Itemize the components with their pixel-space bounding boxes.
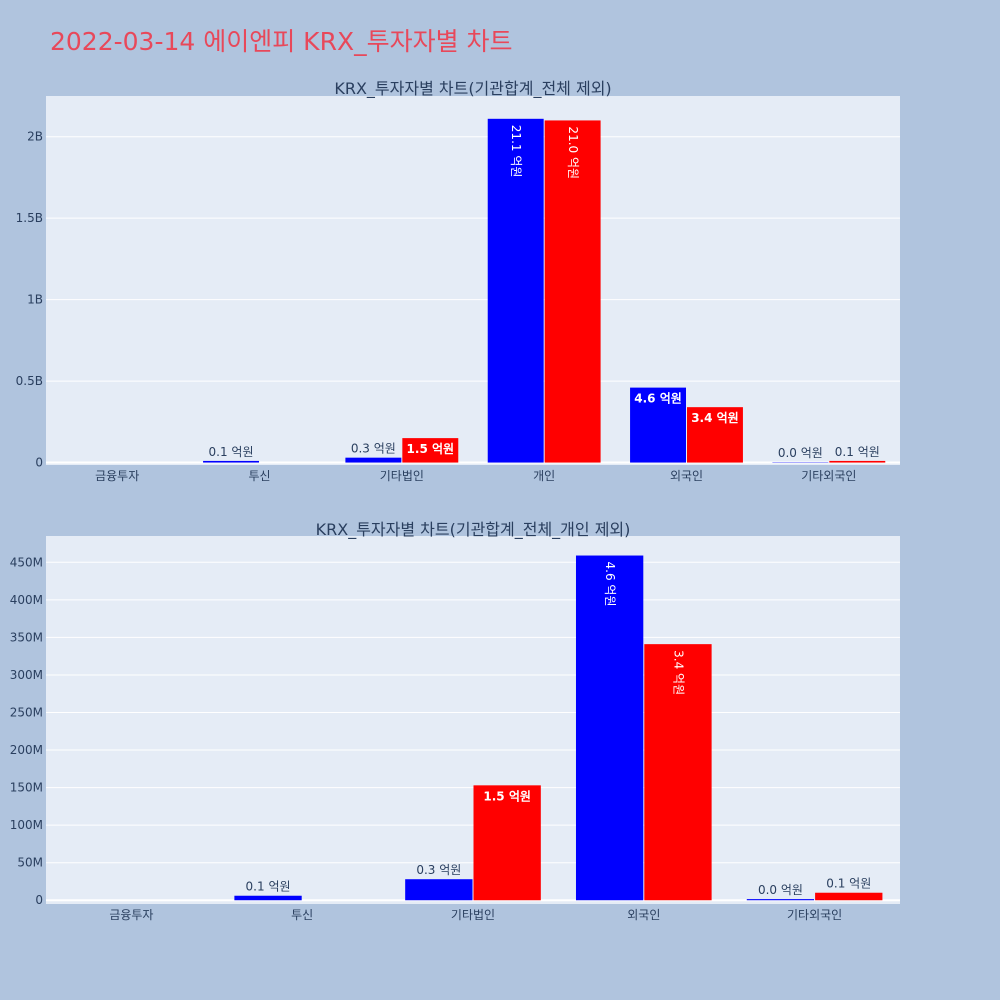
bar [402, 438, 459, 463]
data-label: 0.3 억원 [351, 442, 396, 456]
y-tick-label: 300M [10, 668, 43, 682]
bar [345, 457, 402, 463]
x-tick-label: 투신 [291, 908, 313, 922]
bar [487, 118, 544, 463]
y-tick-label: 450M [10, 555, 43, 569]
page-title: 2022-03-14 에이엔피 KRX_투자자별 차트 [50, 27, 513, 56]
y-tick-label: 2B [27, 130, 43, 144]
y-tick-label: 350M [10, 630, 43, 644]
y-tick-label: 100M [10, 818, 43, 832]
bar [234, 895, 302, 901]
data-label: 3.4 억원 [691, 411, 739, 425]
bar [544, 120, 601, 463]
chart-title: KRX_투자자별 차트(기관합계_전체 제외) [334, 79, 611, 99]
y-tick-label: 250M [10, 705, 43, 719]
data-label: 0.1 억원 [246, 880, 291, 894]
y-tick-label: 200M [10, 743, 43, 757]
data-label: 21.1 억원 [509, 125, 523, 178]
y-tick-label: 0 [35, 456, 43, 470]
bar [815, 892, 883, 901]
x-tick-label: 기타법인 [380, 469, 424, 483]
y-tick-label: 1.5B [16, 211, 43, 225]
data-label: 1.5 억원 [407, 442, 455, 456]
plot-area [46, 96, 900, 465]
bar [829, 460, 886, 463]
x-tick-label: 외국인 [627, 908, 660, 922]
y-tick-label: 0 [35, 893, 43, 907]
data-label: 0.0 억원 [758, 883, 803, 897]
chart-title: KRX_투자자별 차트(기관합계_전체_개인 제외) [316, 520, 631, 540]
y-tick-label: 0.5B [16, 374, 43, 388]
data-label: 0.0 억원 [778, 446, 823, 460]
data-label: 3.4 억원 [671, 650, 685, 695]
data-label: 0.1 억원 [209, 445, 254, 459]
y-tick-label: 50M [17, 856, 43, 870]
bar [746, 899, 815, 901]
x-tick-label: 기타법인 [451, 908, 495, 922]
y-tick-label: 400M [10, 593, 43, 607]
data-label: 4.6 억원 [634, 392, 682, 406]
y-tick-label: 150M [10, 781, 43, 795]
bar [473, 785, 541, 901]
chart-1: 0 0.5B 1B 1.5B 2B KRX_투자자별 차트(기관합계_전체 제외) 금융투자… [16, 79, 900, 483]
x-tick-label: 금융투자 [109, 908, 153, 922]
plot-area [46, 536, 900, 904]
bar [644, 644, 712, 901]
x-tick-label: 투신 [248, 469, 270, 483]
x-tick-label: 기타외국인 [801, 469, 856, 483]
x-tick-label: 외국인 [670, 469, 703, 483]
bar [203, 460, 259, 463]
x-tick-label: 기타외국인 [787, 908, 842, 922]
data-label: 0.1 억원 [835, 445, 880, 459]
data-label: 21.0 억원 [566, 126, 580, 179]
chart-2: 0 50M 100M 150M 200M 250M 300M 350M 400M 450M KRX_… [10, 520, 900, 922]
x-tick-label: 개인 [533, 469, 555, 483]
data-label: 0.1 억원 [826, 877, 871, 891]
bar [405, 879, 473, 901]
data-label: 4.6 억원 [603, 562, 617, 607]
x-tick-label: 금융투자 [95, 469, 139, 483]
y-tick-label: 1B [27, 293, 43, 307]
bar [687, 407, 743, 463]
data-label: 0.3 억원 [416, 863, 461, 877]
data-label: 1.5 억원 [483, 789, 531, 803]
bar [575, 555, 644, 901]
bar [630, 387, 686, 463]
